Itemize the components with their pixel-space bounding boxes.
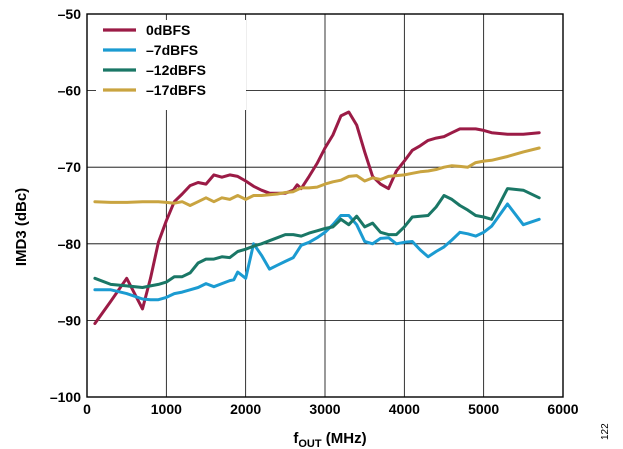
x-tick-label: 4000: [389, 401, 420, 417]
x-tick-label: 0: [83, 401, 91, 417]
x-axis-label-unit: (MHz): [322, 430, 367, 447]
x-axis-label-main: f: [293, 430, 299, 447]
legend-label-3: –17dBFS: [146, 82, 206, 98]
y-tick-label: –60: [58, 83, 82, 99]
legend-label-0: 0dBFS: [146, 22, 190, 38]
x-tick-label: 3000: [309, 401, 340, 417]
figure-number: 122: [600, 423, 611, 440]
legend: 0dBFS –7dBFS –12dBFS –17dBFS: [96, 20, 246, 110]
x-axis-label: fOUT (MHz): [293, 430, 366, 449]
legend-label-1: –7dBFS: [146, 42, 198, 58]
series-lines: [93, 110, 541, 325]
y-tick-label: –50: [58, 6, 82, 22]
series-line-3: [93, 146, 541, 207]
y-tick-label: –70: [58, 159, 82, 175]
legend-label-2: –12dBFS: [146, 62, 206, 78]
y-tick-label: –90: [58, 312, 82, 328]
x-tick-label: 2000: [230, 401, 261, 417]
x-tick-label: 5000: [468, 401, 499, 417]
x-tick-label: 1000: [151, 401, 182, 417]
y-tick-label: –100: [50, 389, 81, 405]
legend-background: [96, 20, 246, 110]
y-axis-label: IMD3 (dBc): [13, 188, 30, 266]
tick-labels: 0 1000 2000 3000 4000 5000 6000 –50 –60 –70 –80 –90…: [50, 6, 579, 417]
series-line-1: [93, 202, 541, 302]
series-line-2: [93, 187, 541, 289]
plot-frame: [86, 13, 564, 398]
y-tick-label: –80: [58, 236, 82, 252]
series-line-0: [93, 110, 541, 325]
x-axis-label-subscript: OUT: [298, 438, 322, 449]
x-tick-label: 6000: [547, 401, 578, 417]
